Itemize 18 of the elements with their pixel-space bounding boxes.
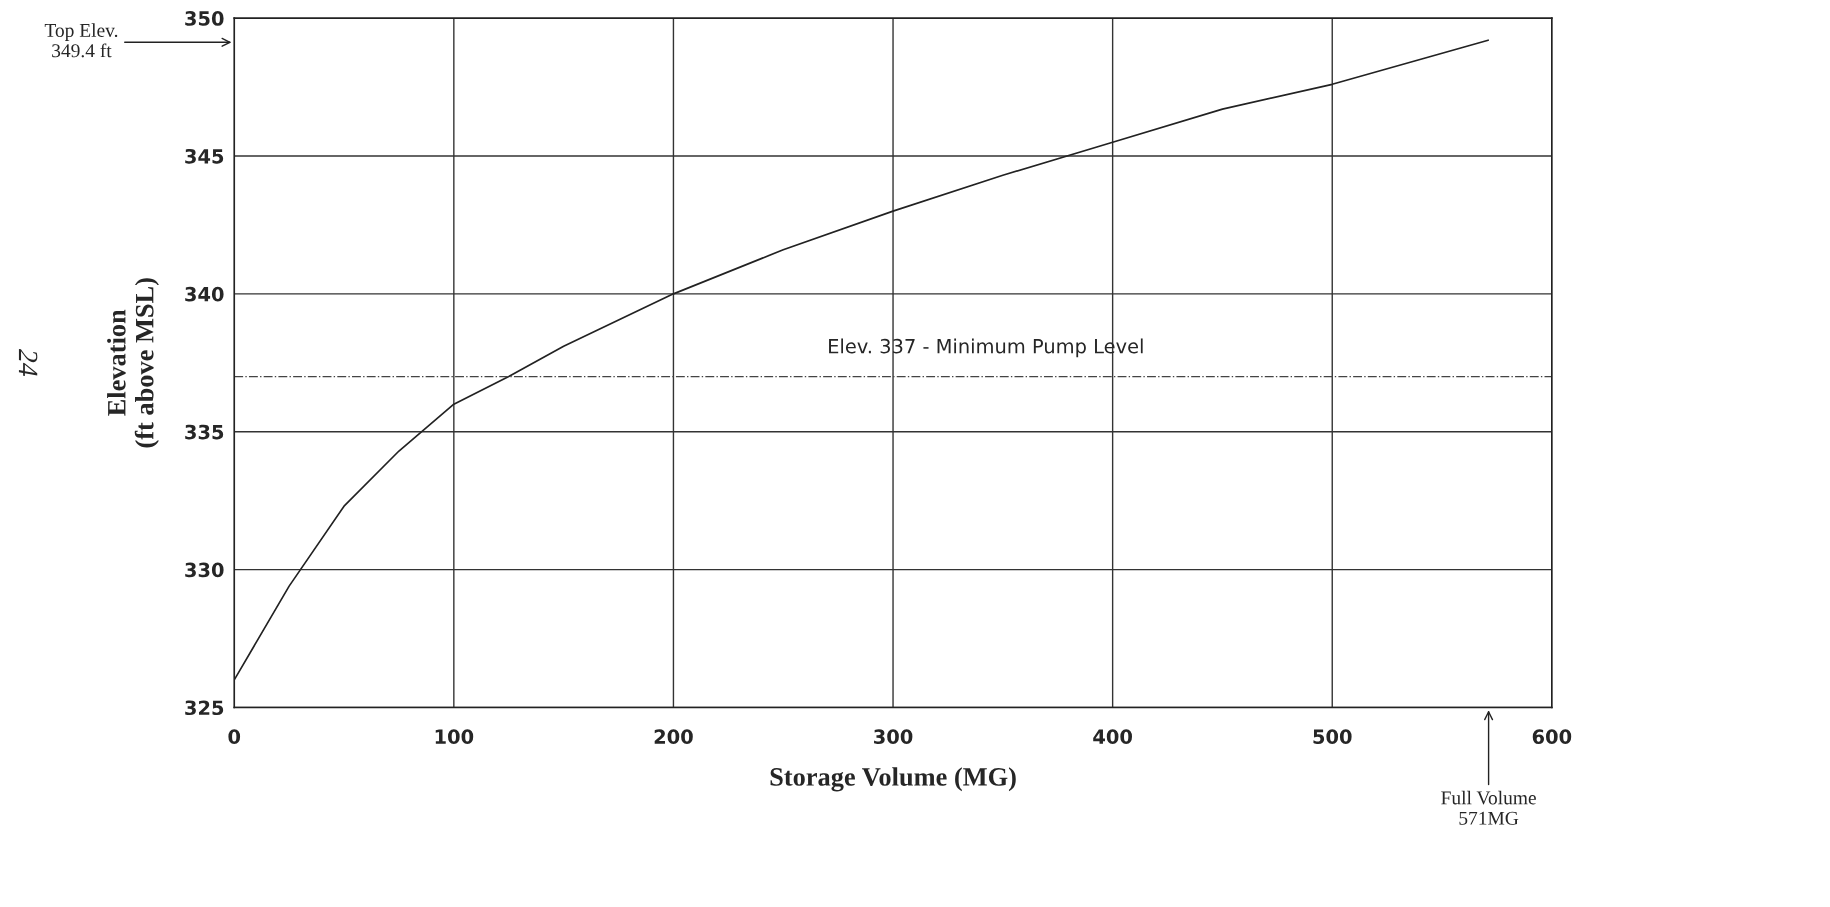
y-tick-label: 330: [185, 562, 224, 578]
y-tick-label: 325: [185, 700, 224, 716]
x-tick-label: 0: [228, 729, 241, 745]
y-axis-title: Elevation (ft above MSL): [107, 278, 159, 448]
text: Full Volume 571MG: [1441, 790, 1536, 825]
y-tick-label: 345: [185, 148, 224, 164]
y-tick-label: 335: [185, 424, 224, 440]
x-tick-label: 200: [654, 729, 693, 745]
y-tick-label: 340: [185, 286, 224, 302]
y-tick-label: 350: [185, 11, 224, 26]
x-axis-title: Storage Volume (MG): [770, 767, 1016, 792]
text: Top Elev. 349.4 ft: [44, 23, 118, 58]
x-tick-label: 100: [435, 729, 474, 745]
x-tick-label: 300: [874, 729, 913, 745]
x-tick-label: 400: [1093, 729, 1132, 745]
text: 24: [18, 348, 38, 377]
x-tick-label: 600: [1532, 729, 1572, 745]
x-tick-label: 500: [1313, 729, 1352, 745]
